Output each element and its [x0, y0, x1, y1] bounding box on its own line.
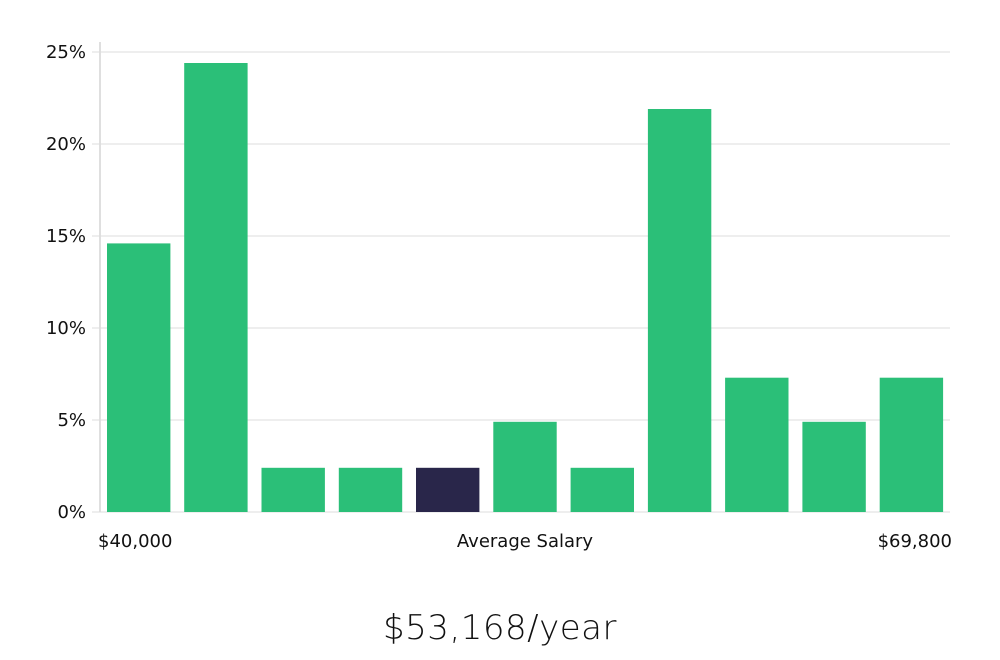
y-tick-label: 0% [57, 502, 86, 523]
histogram-bar-highlighted [416, 467, 480, 512]
histogram-bar [725, 377, 789, 512]
x-min-label: $40,000 [98, 531, 172, 552]
histogram-bar [570, 467, 634, 512]
histogram-bar [184, 63, 248, 512]
histogram-svg: 0%5%10%15%20%25% $40,000 Average Salary … [46, 42, 952, 552]
histogram-bar [879, 377, 944, 512]
histogram-bar [338, 467, 403, 512]
histogram-bars [107, 63, 944, 512]
average-salary-value: $53,168/year [383, 608, 617, 648]
x-max-label: $69,800 [878, 531, 952, 552]
histogram-bar [261, 467, 325, 512]
histogram-bar [107, 243, 171, 512]
y-tick-label: 5% [57, 410, 86, 431]
y-tick-label: 25% [46, 42, 86, 63]
x-axis-label: Average Salary [457, 531, 594, 552]
histogram-bar [802, 421, 866, 512]
y-tick-label: 20% [46, 134, 86, 155]
histogram-bar [647, 109, 712, 512]
y-tick-label: 15% [46, 226, 86, 247]
y-axis-ticks: 0% 5% 10% 15% 20% 25% [46, 42, 86, 523]
histogram-bar [493, 421, 557, 512]
y-tick-label: 10% [46, 318, 86, 339]
